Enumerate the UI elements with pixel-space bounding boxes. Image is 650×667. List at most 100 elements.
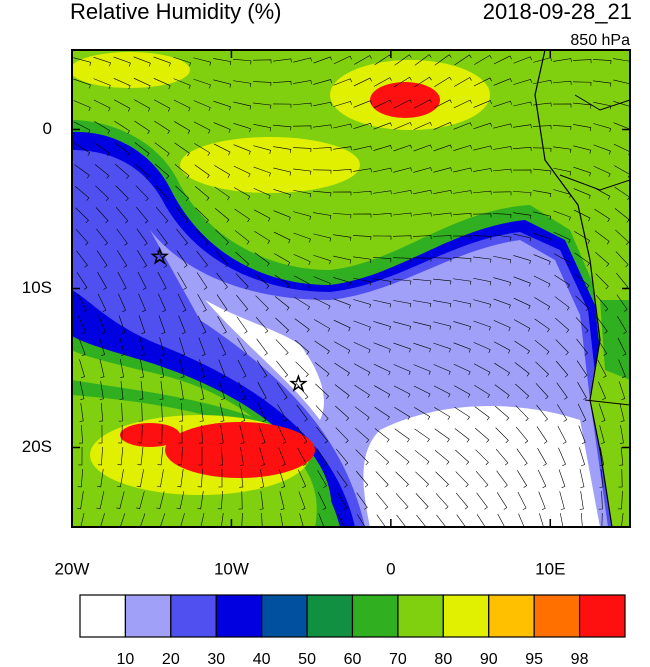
wind-barb (96, 228, 109, 246)
wind-barb (573, 166, 591, 177)
wind-barb (533, 190, 552, 198)
wind-barb (155, 185, 169, 202)
wind-barb (553, 58, 572, 63)
wind-barb (179, 337, 186, 356)
wind-barb (493, 320, 511, 332)
wind-barb (413, 212, 432, 217)
wind-barb (199, 425, 203, 444)
land-field (600, 300, 630, 380)
wind-barb (115, 206, 129, 224)
wind-barb (374, 385, 391, 398)
wind-barb (279, 491, 285, 510)
wind-barb (554, 296, 570, 311)
wind-barb (216, 272, 228, 290)
wind-barb (235, 251, 250, 267)
wind-barb (473, 320, 491, 331)
wind-barb (374, 428, 390, 443)
wind-barb (138, 402, 143, 422)
wind-barb (97, 272, 107, 290)
wind-barb (179, 381, 184, 400)
wind-barb (373, 342, 391, 353)
wind-barb (512, 169, 532, 174)
wind-barb (453, 167, 472, 173)
wind-barb (136, 491, 145, 510)
wind-barb (453, 299, 472, 308)
wind-barb (280, 513, 284, 527)
wind-barb (99, 403, 104, 422)
wind-barb (334, 362, 350, 377)
wind-barb (93, 78, 111, 89)
wind-barb (476, 492, 488, 510)
wind-barb (493, 234, 512, 241)
wind-barb (159, 381, 164, 400)
wind-barb (117, 271, 127, 290)
wind-barb (238, 403, 246, 422)
wind-barb (154, 142, 170, 157)
wind-barb (97, 469, 104, 488)
wind-barb (179, 403, 184, 422)
colorbar-box (578, 594, 626, 638)
wind-barb (78, 446, 83, 466)
wind-barb (453, 212, 472, 217)
wind-barb (455, 449, 470, 465)
wind-barb (493, 298, 511, 309)
wind-barb (197, 315, 207, 334)
wind-barb (599, 425, 605, 444)
wind-barb (553, 80, 572, 85)
colorbar-box (170, 594, 217, 638)
wind-barb (394, 76, 412, 87)
wind-barb (497, 513, 506, 527)
wind-barb (598, 381, 606, 400)
wind-barb (392, 235, 412, 240)
wind-barb (475, 449, 489, 466)
wind-barb (493, 277, 512, 286)
wind-barb (615, 229, 630, 245)
wind-barb (515, 405, 529, 422)
wind-barb (413, 364, 431, 375)
wind-barb (193, 121, 211, 134)
wind-barb (176, 491, 185, 510)
wind-barb (200, 513, 205, 527)
wind-barb (239, 425, 245, 444)
wind-barb (214, 165, 231, 178)
wind-barb (298, 491, 306, 510)
wind-barb (253, 123, 272, 132)
wind-barb (552, 103, 572, 108)
wind-barb (453, 342, 471, 353)
wind-barb (396, 514, 407, 527)
wind-barb (179, 359, 185, 378)
field-blob (370, 82, 440, 118)
wind-barb (155, 163, 170, 179)
wind-barb (94, 164, 110, 179)
wind-barb (513, 146, 532, 151)
wind-barb (215, 251, 229, 268)
wind-barb (393, 300, 412, 308)
wind-barb (313, 297, 331, 310)
wind-barb (177, 446, 183, 466)
wind-barb (353, 299, 372, 309)
wind-barb (156, 250, 168, 268)
wind-barb (261, 512, 263, 527)
wind-barb (514, 340, 530, 355)
wind-barb (197, 294, 207, 312)
wind-barb (193, 78, 211, 89)
wind-barb (433, 385, 451, 398)
wind-barb (454, 54, 472, 66)
wind-barb (119, 337, 125, 356)
wind-barb (494, 405, 510, 421)
wind-barb (356, 492, 368, 510)
wind-barb (313, 276, 331, 287)
wind-barb (373, 299, 392, 308)
wind-barb (393, 364, 411, 375)
wind-barb (616, 294, 628, 312)
wind-barb (293, 211, 312, 220)
wind-barb (455, 492, 469, 510)
wind-barb (473, 342, 491, 354)
wind-barb (73, 121, 91, 134)
wind-barb (414, 450, 430, 465)
wind-barb (333, 277, 352, 287)
wind-barb (573, 188, 591, 199)
wind-barb (113, 56, 131, 67)
wind-barb (195, 207, 209, 224)
wind-barb (316, 448, 328, 466)
